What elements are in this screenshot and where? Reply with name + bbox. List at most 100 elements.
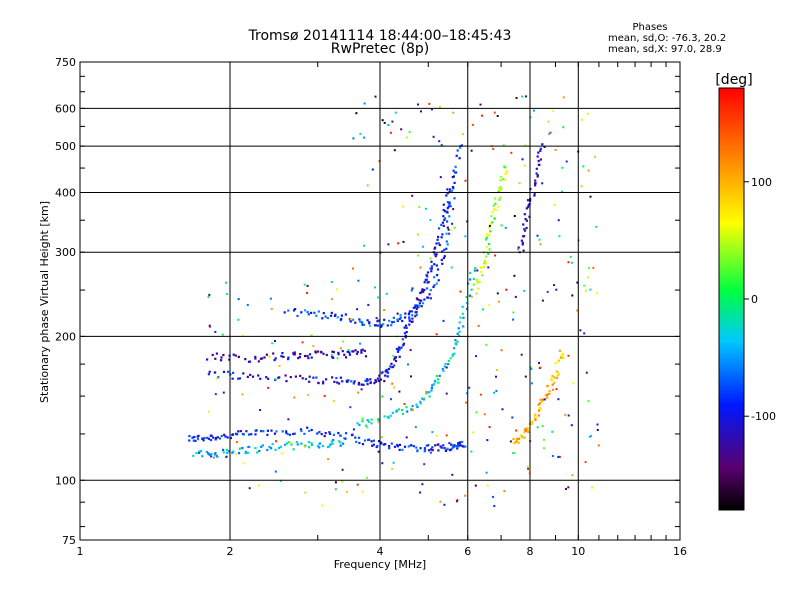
trace-point [404,316,407,319]
noise-point [306,291,309,294]
noise-point [383,309,386,311]
trace-point [517,437,520,440]
trace-point [318,442,321,445]
trace-point [454,165,457,168]
trace-point [435,282,438,285]
trace-point [462,325,465,328]
trace-point [487,252,490,255]
trace-point [346,380,349,383]
trace-point [476,279,479,282]
trace-point [416,405,419,409]
trace-point [270,429,273,432]
noise-point [241,334,244,337]
trace-point [440,258,443,262]
trace-point [277,376,280,379]
trace-point [539,158,542,161]
scatter-points [188,95,600,507]
noise-point [274,470,277,473]
trace-point [322,382,325,385]
trace-point [455,444,458,448]
trace-point [373,382,376,385]
trace-point [502,178,505,181]
trace-point [423,288,426,292]
trace-point [466,302,469,305]
trace-point [379,378,383,381]
trace-point [214,371,217,374]
noise-point [476,269,479,272]
trace-point [469,278,472,281]
trace-point [293,432,296,435]
trace-point [461,305,464,308]
trace-point [188,439,191,442]
trace-point [318,446,321,449]
noise-point [453,226,456,229]
trace-point [287,309,290,312]
noise-point [381,462,384,465]
trace-point [456,332,459,335]
trace-point [433,284,436,287]
noise-point [312,345,315,347]
trace-point [354,436,357,439]
trace-point [525,226,528,230]
trace-point [560,354,563,357]
noise-point [424,207,427,210]
noise-point [396,312,399,315]
noise-point [375,317,378,320]
noise-point [242,462,245,465]
trace-point [323,435,326,438]
trace-point [452,187,455,190]
trace-point [317,310,320,313]
trace-point [425,287,429,290]
noise-point [422,397,425,399]
trace-point [534,179,537,182]
trace-point [358,318,361,321]
noise-point [392,354,395,357]
trace-point [406,410,409,413]
trace-point [557,374,560,377]
trace-point [281,352,284,355]
noise-point [380,436,383,439]
trace-point [317,350,320,353]
trace-point [304,377,307,381]
trace-point [260,445,263,448]
noise-point [466,220,469,223]
noise-point [360,388,363,391]
noise-point [393,149,396,152]
y-tick-label: 75 [62,534,76,547]
noise-point [377,450,380,453]
trace-point [448,449,451,452]
trace-point [444,210,447,213]
y-axis-label: Stationary phase Virtual Height [km] [38,201,51,403]
noise-point [246,304,249,306]
trace-point [438,243,441,247]
trace-point [525,219,528,222]
trace-point [534,413,537,416]
trace-point [561,355,564,358]
noise-point [596,292,598,295]
trace-point [261,444,264,447]
trace-point [361,420,364,423]
noise-point [596,429,599,431]
noise-point [258,484,260,487]
trace-point [551,388,555,391]
trace-point [458,441,461,444]
noise-point [274,340,276,342]
noise-point [377,421,380,424]
trace-point [519,434,522,437]
trace-point [192,454,195,457]
trace-point [419,402,422,405]
trace-point [408,316,411,319]
noise-point [402,240,405,243]
trace-point [448,201,451,204]
trace-point [446,447,449,450]
trace-point [254,355,257,358]
noise-point [237,298,240,301]
noise-point [212,456,215,459]
trace-point [273,432,276,435]
trace-point [339,441,342,444]
noise-point [552,109,555,112]
noise-point [293,396,296,399]
trace-point [380,324,383,327]
trace-point [428,293,431,296]
noise-point [435,435,438,437]
